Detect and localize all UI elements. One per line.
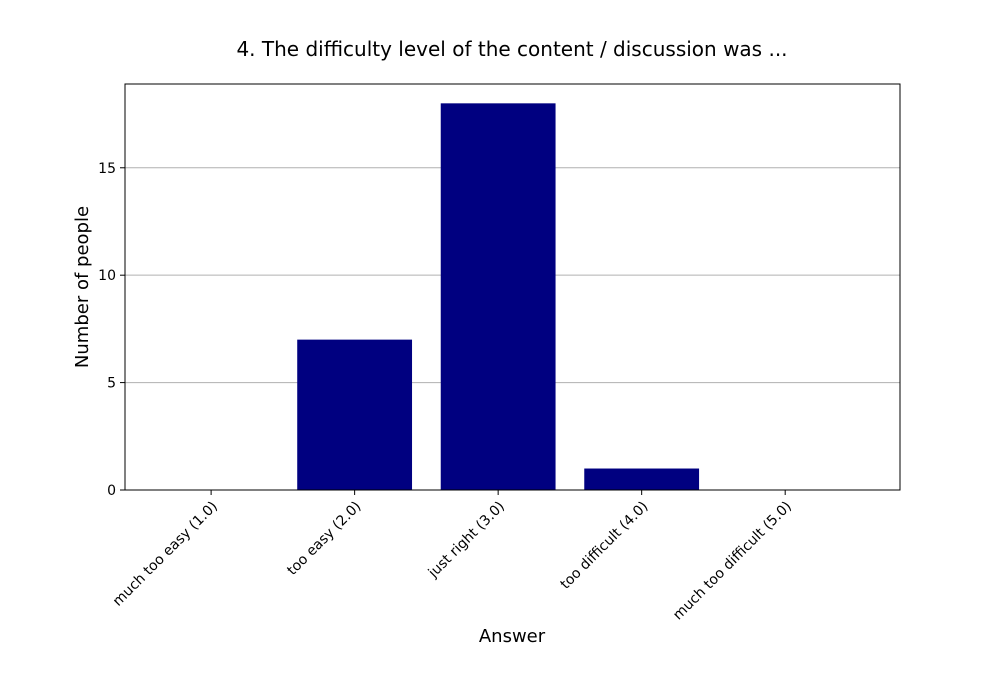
y-tick-label: 15 [98, 161, 116, 177]
y-tick-label: 10 [98, 268, 116, 284]
x-tick-label: too easy (2.0) [284, 499, 364, 579]
x-tick-label: too difficult (4.0) [557, 499, 651, 593]
x-tick-label: much too easy (1.0) [110, 499, 221, 610]
bar-3 [440, 103, 556, 490]
x-ticks-layer: much too easy (1.0) too easy (2.0) just ri… [110, 490, 795, 623]
bars-layer [297, 103, 700, 490]
x-tick-label: just right (3.0) [425, 499, 508, 582]
y-ticks-layer: 0 5 10 15 [98, 161, 125, 499]
x-tick-label: much too difficult (5.0) [670, 499, 795, 624]
axes-frame [124, 83, 901, 491]
bar-4 [584, 468, 700, 490]
bar-2 [297, 339, 413, 490]
x-axis-label: Answer [479, 626, 546, 647]
chart-title: 4. The difficulty level of the content /… [236, 37, 787, 61]
y-tick-label: 0 [107, 483, 116, 499]
y-axis-label: Number of people [72, 206, 93, 368]
y-tick-label: 5 [107, 376, 116, 392]
